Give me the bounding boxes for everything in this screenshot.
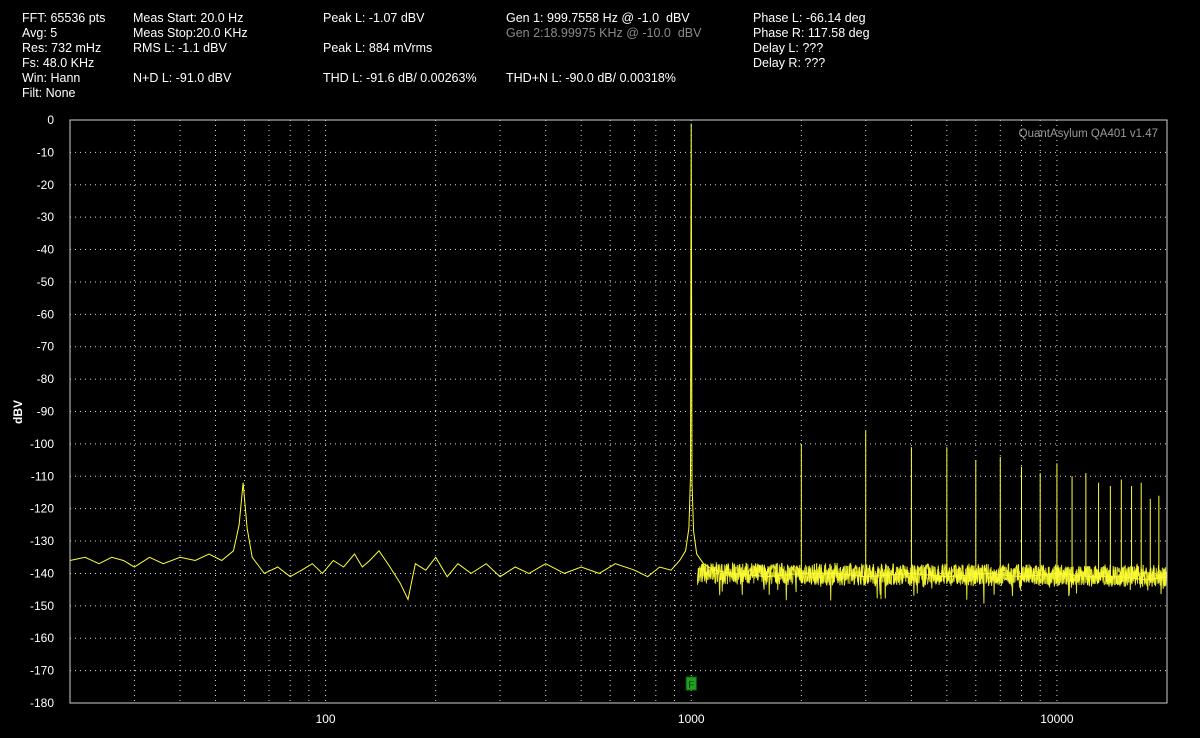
- y-tick-label: -50: [37, 275, 55, 289]
- y-tick-label: -180: [30, 696, 54, 710]
- plot-frame: [69, 119, 1168, 704]
- generator-1-readout: Gen 1: 999.7558 Hz @ -1.0 dBV: [506, 11, 690, 25]
- y-axis-label: dBV: [11, 400, 25, 424]
- meas-stop-readout: Meas Stop:20.0 KHz: [133, 26, 248, 40]
- noise-distortion-readout: N+D L: -91.0 dBV: [133, 71, 232, 85]
- y-tick-label: -10: [37, 145, 55, 159]
- plot-grid: [70, 120, 1167, 703]
- generator-2-readout: Gen 2:18.99975 KHz @ -10.0 dBV: [506, 26, 702, 40]
- y-tick-label: -160: [30, 631, 54, 645]
- y-tick-label: -120: [30, 502, 54, 516]
- rms-left-readout: RMS L: -1.1 dBV: [133, 41, 227, 55]
- window-readout: Win: Hann: [22, 71, 81, 85]
- y-tick-label: -60: [37, 307, 55, 321]
- y-tick-label: -110: [31, 469, 54, 483]
- frequency-marker-label: F: [688, 680, 694, 691]
- y-tick-label: -30: [37, 210, 55, 224]
- x-axis-ticks: 100 1000 10000: [316, 712, 1074, 726]
- y-tick-label: -40: [37, 243, 55, 257]
- frequency-marker[interactable]: F: [685, 676, 697, 691]
- y-tick-label: -70: [37, 340, 55, 354]
- y-tick-label: -20: [37, 178, 55, 192]
- delay-left-readout: Delay L: ???: [753, 41, 824, 55]
- sample-rate-readout: Fs: 48.0 KHz: [22, 56, 95, 70]
- peak-left-vrms-readout: Peak L: 884 mVrms: [323, 41, 433, 55]
- y-tick-label: -170: [30, 664, 54, 678]
- y-axis-ticks: 0 -10 -20 -30 -40 -50 -60 -70 -80 -90 -100 -110 -120…: [30, 113, 54, 710]
- phase-left-readout: Phase L: -66.14 deg: [753, 11, 866, 25]
- y-tick-label: -80: [37, 372, 55, 386]
- spectrum-line: [69, 123, 1168, 601]
- resolution-readout: Res: 732 mHz: [22, 41, 102, 55]
- meas-start-readout: Meas Start: 20.0 Hz: [133, 11, 244, 25]
- thd-left-readout: THD L: -91.6 dB/ 0.00263%: [323, 71, 477, 85]
- y-tick-label: -150: [30, 599, 54, 613]
- peak-left-dbv-readout: Peak L: -1.07 dBV: [323, 11, 425, 25]
- y-tick-label: -140: [30, 566, 54, 580]
- y-tick-label: -100: [30, 437, 54, 451]
- frequency-marker-box[interactable]: [685, 676, 697, 691]
- y-tick-label: -90: [37, 405, 55, 419]
- y-tick-label: -130: [30, 534, 54, 548]
- delay-right-readout: Delay R: ???: [753, 56, 826, 70]
- averages-readout: Avg: 5: [22, 26, 58, 40]
- noise-floor-band: [697, 562, 1168, 604]
- watermark-label: QuantAsylum QA401 v1.47: [1019, 128, 1158, 140]
- x-tick-label: 1000: [678, 712, 705, 726]
- x-tick-label: 100: [316, 712, 336, 726]
- spectrum-traces: [69, 123, 1168, 601]
- phase-right-readout: Phase R: 117.58 deg: [753, 26, 870, 40]
- y-tick-label: 0: [47, 113, 54, 127]
- filter-readout: Filt: None: [22, 86, 76, 100]
- x-tick-label: 10000: [1040, 712, 1074, 726]
- fft-size-readout: FFT: 65536 pts: [22, 11, 106, 25]
- thd-n-left-readout: THD+N L: -90.0 dB/ 0.00318%: [506, 71, 676, 85]
